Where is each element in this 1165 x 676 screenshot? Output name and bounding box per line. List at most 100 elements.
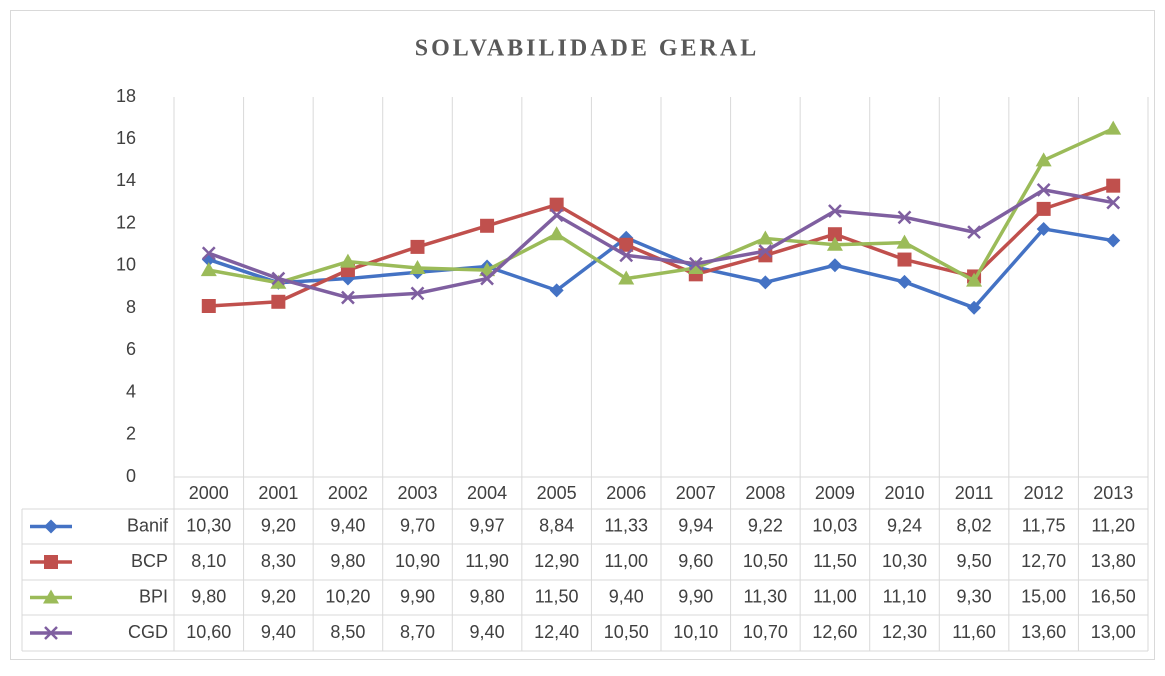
series-line [208,227,1114,310]
marker [549,208,564,223]
x-tick-label: 2000 [189,483,229,503]
table-value: 9,80 [330,551,365,571]
table-value: 9,20 [261,586,296,606]
marker [410,286,425,301]
marker [897,210,912,225]
y-tick-label: 18 [116,86,136,106]
marker [618,270,635,285]
marker [1036,221,1051,236]
series-line [208,188,1114,300]
marker [1036,183,1051,197]
table-value: 9,40 [609,586,644,606]
table-value: 10,70 [743,622,788,642]
table-value: 9,70 [400,515,435,535]
table-value: 8,70 [400,622,435,642]
marker [619,248,634,263]
y-tick-label: 10 [116,255,136,275]
x-tick-label: 2002 [328,483,368,503]
x-tick-label: 2006 [606,483,646,503]
x-tick-label: 2009 [815,483,855,503]
table-value: 9,20 [261,515,296,535]
table-value: 12,40 [534,622,579,642]
y-tick-label: 8 [126,297,136,317]
table-value: 9,90 [400,586,435,606]
marker [480,271,494,286]
marker [549,283,564,298]
table-value: 16,50 [1091,586,1136,606]
marker [828,204,842,218]
marker [1036,201,1051,216]
chart-title: SOLVABILIDADE GERAL [415,36,759,62]
marker [896,234,913,249]
table-value: 12,90 [534,551,579,571]
table-value: 13,00 [1091,622,1136,642]
table-value: 9,97 [470,515,505,535]
marker [1105,120,1122,135]
marker [201,246,216,261]
table-value: 8,50 [330,622,365,642]
table-value: 8,84 [539,515,574,535]
y-tick-label: 14 [116,170,136,190]
legend-marker [44,555,58,569]
marker [827,258,842,273]
x-tick-label: 2008 [745,483,785,503]
marker [758,275,773,290]
y-tick-label: 0 [126,466,136,486]
marker [967,300,982,315]
table-value: 8,02 [957,515,992,535]
y-tick-label: 4 [126,381,136,401]
table-value: 9,40 [261,622,296,642]
marker [1035,152,1052,167]
marker [966,272,983,287]
table-value: 9,40 [330,515,365,535]
table-value: 11,00 [604,551,648,571]
series-line [208,127,1114,285]
table-value: 9,60 [678,551,713,571]
marker [341,290,355,305]
legend-marker [43,589,59,604]
table-value: 10,10 [673,622,718,642]
legend-label: BCP [131,551,168,571]
table-value: 9,80 [191,586,226,606]
table-value: 11,30 [743,586,787,606]
table-value: 11,00 [813,586,857,606]
table-value: 11,33 [604,515,648,535]
marker [200,262,217,277]
table-value: 9,80 [470,586,505,606]
table-value: 9,50 [957,551,992,571]
table-value: 10,90 [395,551,440,571]
table-value: 9,30 [957,586,992,606]
table-value: 11,50 [535,586,579,606]
table-value: 11,75 [1022,515,1066,535]
table-value: 10,20 [325,586,370,606]
chart-border [10,10,1155,660]
x-tick-label: 2013 [1093,483,1133,503]
table-value: 9,24 [887,515,922,535]
legend-marker [44,626,58,640]
legend-label: Banif [127,515,169,535]
marker [967,225,981,239]
table-value: 8,30 [261,551,296,571]
table-value: 13,60 [1021,622,1066,642]
y-tick-label: 16 [116,128,136,148]
legend-label: BPI [139,586,168,606]
table-value: 9,22 [748,515,783,535]
table-value: 15,00 [1021,586,1066,606]
table-value: 10,30 [882,551,927,571]
y-tick-label: 2 [126,424,136,444]
table-value: 11,10 [883,586,927,606]
x-tick-label: 2004 [467,483,507,503]
table-value: 10,50 [743,551,788,571]
marker [827,227,842,242]
table-value: 8,10 [191,551,226,571]
x-tick-label: 2005 [537,483,577,503]
table-value: 11,20 [1091,515,1135,535]
table-value: 10,03 [812,515,857,535]
table-value: 11,90 [465,551,509,571]
x-tick-label: 2001 [258,483,298,503]
marker [757,230,774,245]
table-value: 10,50 [604,622,649,642]
x-tick-label: 2010 [884,483,924,503]
